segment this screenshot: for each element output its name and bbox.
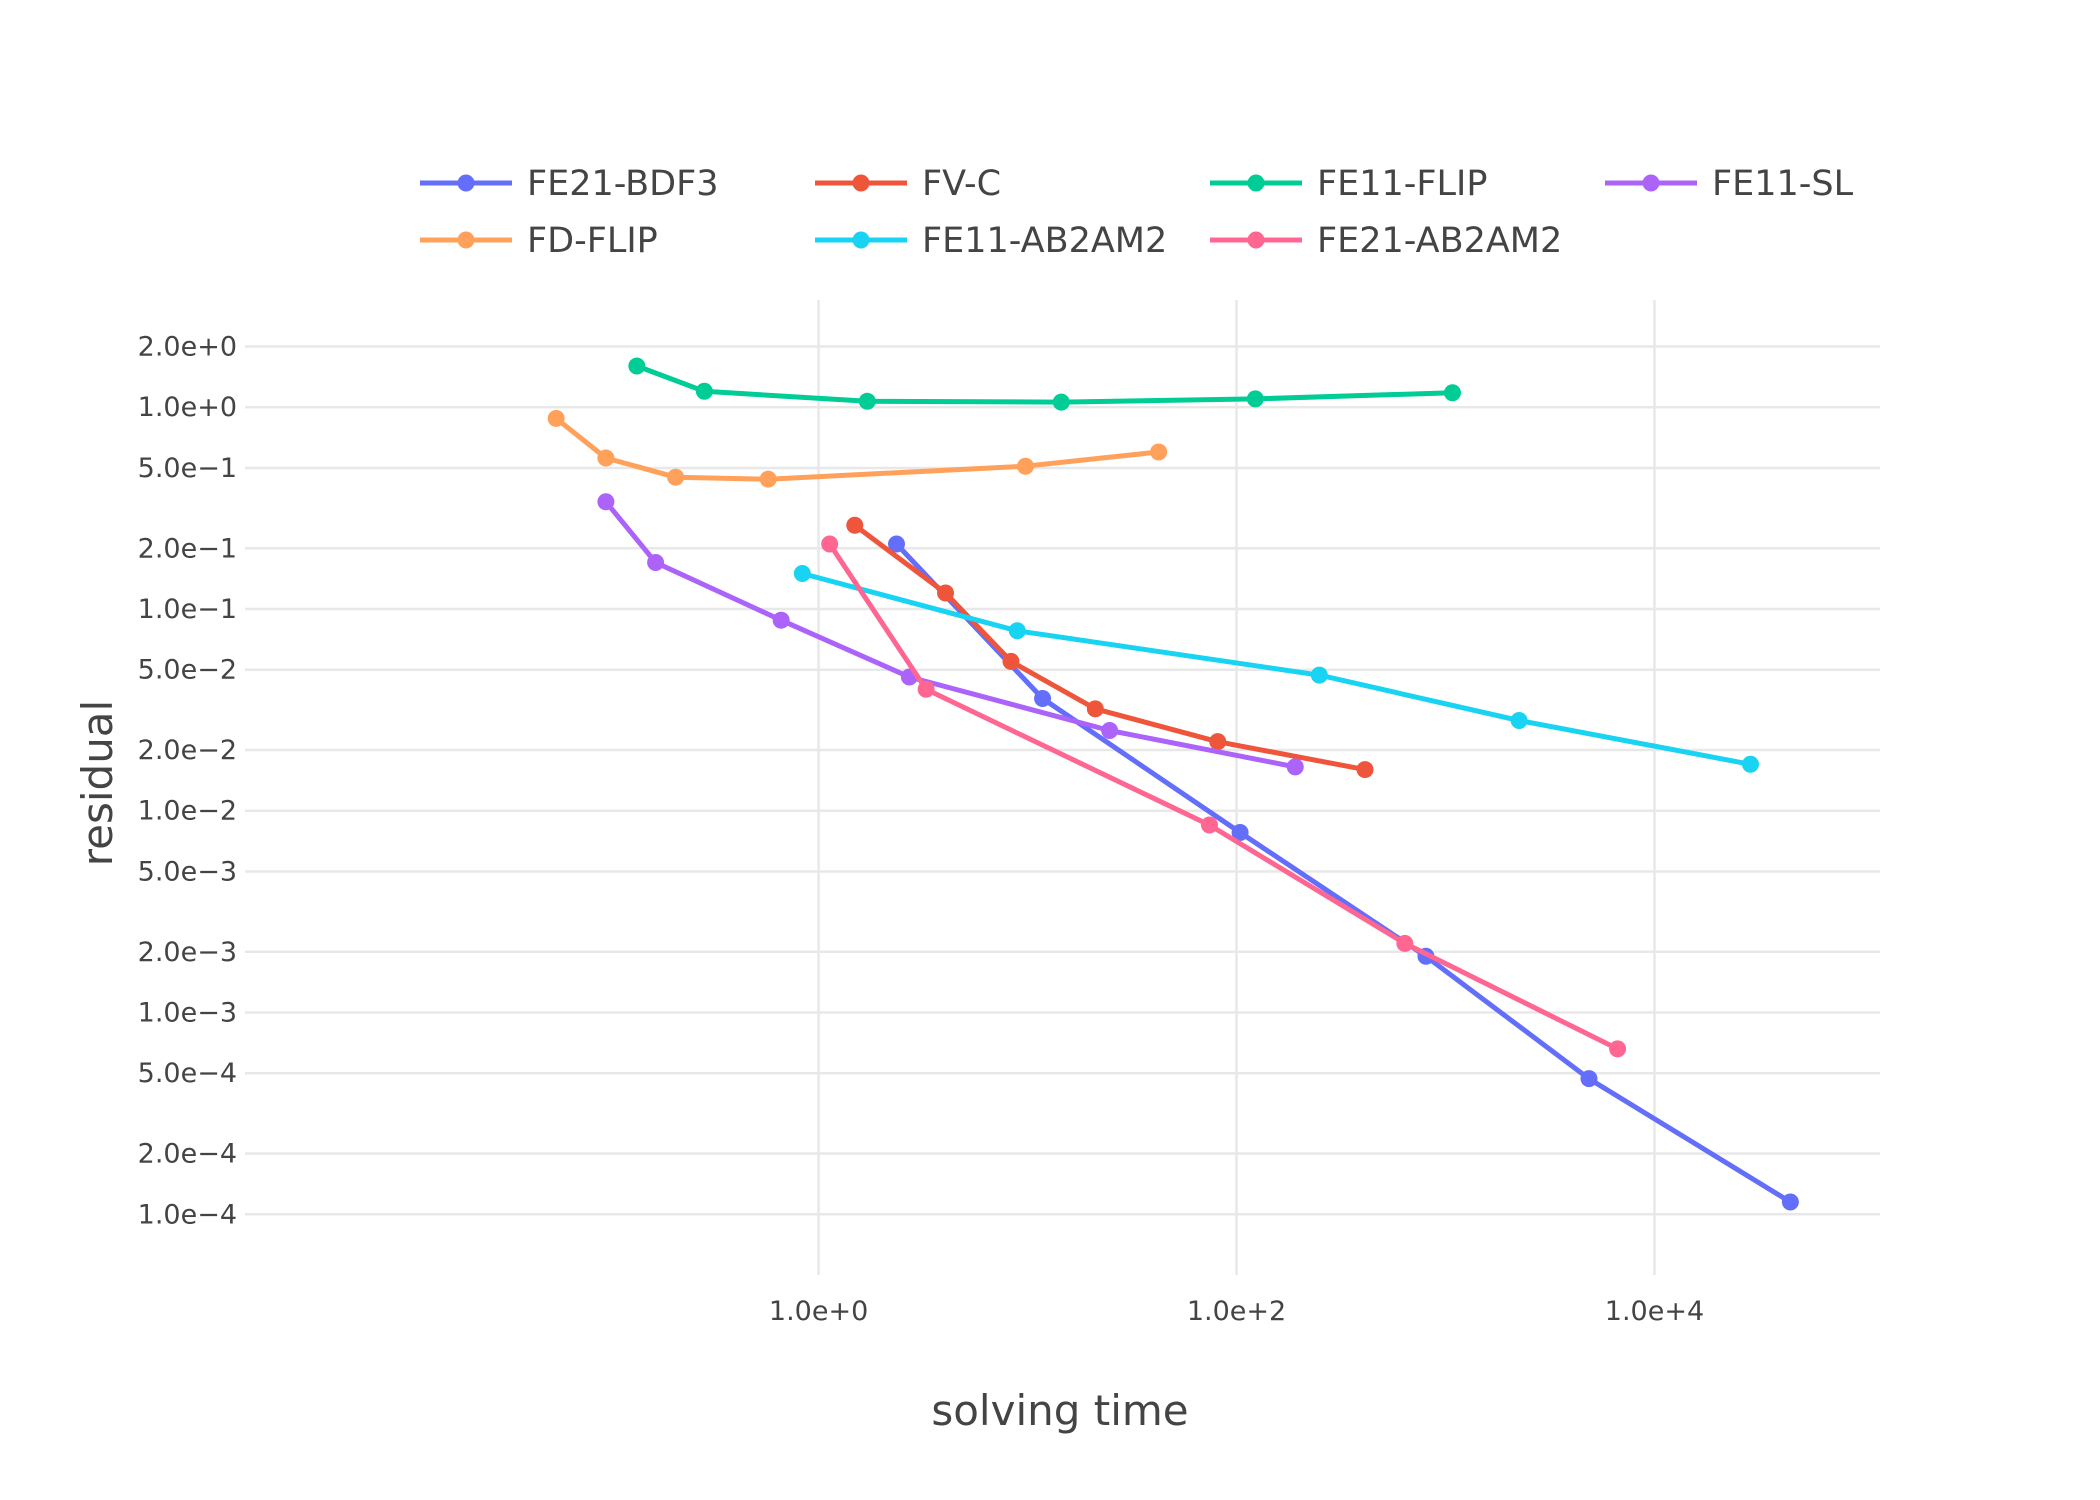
data-point	[1286, 758, 1304, 776]
legend-swatch-marker	[1247, 231, 1265, 249]
x-axis-title: solving time	[931, 1386, 1188, 1435]
data-point	[937, 584, 955, 602]
legend-swatch-marker	[852, 231, 870, 249]
data-point	[821, 535, 839, 553]
data-point	[1008, 622, 1026, 640]
legend-swatch-marker	[457, 231, 475, 249]
y-tick-label: 1.0e−1	[138, 594, 237, 625]
data-point	[1246, 390, 1264, 408]
legend-item[interactable]: FV-C	[815, 164, 1001, 204]
data-point	[1150, 443, 1168, 461]
x-tick-label: 1.0e+0	[769, 1296, 868, 1327]
data-point	[1052, 393, 1070, 411]
data-point	[888, 535, 906, 553]
y-tick-label: 5.0e−3	[138, 856, 237, 887]
data-point	[917, 680, 935, 698]
legend-item[interactable]: FE11-FLIP	[1210, 164, 1487, 204]
series-fe11-flip	[628, 357, 1461, 411]
series-line	[852, 522, 1368, 773]
y-tick-label: 1.0e−4	[138, 1199, 237, 1230]
data-point	[1002, 652, 1020, 670]
data-point	[1781, 1193, 1799, 1211]
x-tick-labels: 1.0e+0 1.0e+2 1.0e+4	[769, 1296, 1704, 1327]
x-tick-label: 1.0e+2	[1187, 1296, 1286, 1327]
data-point	[695, 382, 713, 400]
legend-item[interactable]: FE21-AB2AM2	[1210, 221, 1562, 261]
legend-swatch-marker	[1642, 174, 1660, 192]
data-point	[1396, 934, 1414, 952]
legend-label: FE21-AB2AM2	[1317, 221, 1562, 261]
data-point	[1034, 690, 1052, 708]
data-point	[1231, 824, 1249, 842]
legend-label: FV-C	[922, 164, 1001, 204]
y-tick-label: 2.0e−1	[138, 533, 237, 564]
y-gridlines	[245, 345, 1880, 1216]
x-gridlines	[817, 300, 1656, 1275]
series-fe11-ab2am2	[793, 564, 1759, 773]
data-point	[628, 357, 646, 375]
data-point	[597, 493, 615, 511]
y-tick-label: 2.0e+0	[138, 331, 237, 362]
data-point	[1310, 666, 1328, 684]
data-point	[667, 468, 685, 486]
legend-item[interactable]: FE21-BDF3	[420, 164, 719, 204]
y-tick-label: 1.0e−2	[138, 796, 237, 827]
legend-label: FE11-SL	[1712, 164, 1854, 204]
data-point	[1609, 1040, 1627, 1058]
data-point	[547, 409, 565, 427]
y-tick-label: 5.0e−4	[138, 1058, 237, 1089]
data-point	[1016, 457, 1034, 475]
legend-swatch-marker	[1247, 174, 1265, 192]
series-fd-flip	[547, 409, 1168, 488]
data-point	[1741, 755, 1759, 773]
data-point	[647, 553, 665, 571]
y-tick-label: 1.0e−3	[138, 998, 237, 1029]
y-tick-label: 2.0e−4	[138, 1139, 237, 1170]
legend-label: FE11-FLIP	[1317, 164, 1487, 204]
data-point	[793, 564, 811, 582]
x-tick-label: 1.0e+4	[1605, 1296, 1704, 1327]
data-point	[858, 392, 876, 410]
data-point	[1356, 761, 1374, 779]
data-point	[1510, 712, 1528, 730]
series-line	[894, 541, 1793, 1205]
y-tick-label: 5.0e−1	[138, 453, 237, 484]
legend-item[interactable]: FE11-AB2AM2	[815, 221, 1167, 261]
data-point	[597, 449, 615, 467]
data-point	[772, 611, 790, 629]
series-line	[634, 363, 1455, 405]
legend-label: FD-FLIP	[527, 221, 658, 261]
legend-item[interactable]: FE11-SL	[1605, 164, 1854, 204]
data-point	[846, 516, 864, 534]
data-point	[1580, 1070, 1598, 1088]
legend[interactable]: FE21-BDF3 FV-C FE11-FLIP FE11-SL FD-FLIP FE11…	[420, 164, 1854, 261]
data-point	[1086, 700, 1104, 718]
y-tick-label: 1.0e+0	[138, 392, 237, 423]
data-point	[1209, 733, 1227, 751]
data-point	[1200, 816, 1218, 834]
y-axis-title: residual	[73, 700, 122, 866]
y-tick-label: 2.0e−2	[138, 735, 237, 766]
plot-series	[547, 357, 1799, 1211]
series-fe21-bdf3	[888, 535, 1799, 1211]
data-point	[759, 470, 777, 488]
y-tick-label: 2.0e−3	[138, 937, 237, 968]
y-tick-label: 5.0e−2	[138, 655, 237, 686]
legend-swatch-marker	[457, 174, 475, 192]
y-tick-labels: 2.0e+0 1.0e+0 5.0e−1 2.0e−1 1.0e−1 5.0e−2 2.0e…	[138, 331, 237, 1230]
legend-label: FE11-AB2AM2	[922, 221, 1167, 261]
legend-label: FE21-BDF3	[527, 164, 719, 204]
series-fv-c	[846, 516, 1374, 779]
legend-item[interactable]: FD-FLIP	[420, 221, 658, 261]
series-line	[553, 415, 1162, 482]
data-point	[1443, 384, 1461, 402]
legend-swatch-marker	[852, 174, 870, 192]
series-line	[603, 499, 1298, 770]
data-point	[1101, 721, 1119, 739]
series-fe21-ab2am2	[821, 535, 1627, 1058]
